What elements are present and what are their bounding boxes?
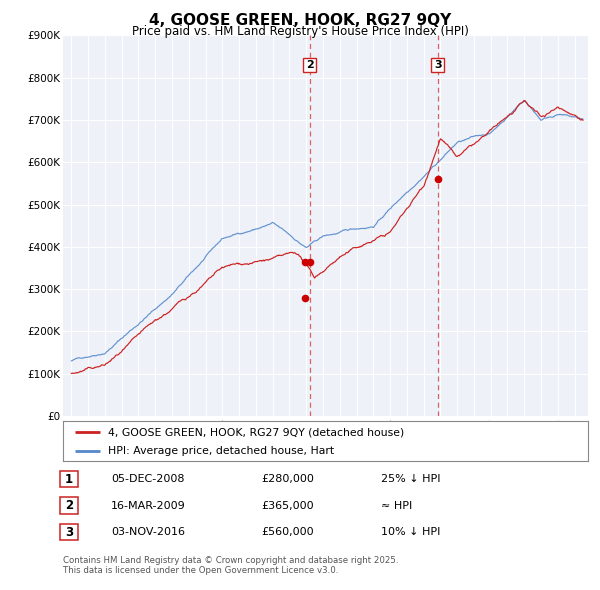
Text: HPI: Average price, detached house, Hart: HPI: Average price, detached house, Hart (107, 447, 334, 456)
Text: 05-DEC-2008: 05-DEC-2008 (111, 474, 185, 484)
Text: Price paid vs. HM Land Registry's House Price Index (HPI): Price paid vs. HM Land Registry's House … (131, 25, 469, 38)
Text: 16-MAR-2009: 16-MAR-2009 (111, 501, 186, 510)
Text: 2: 2 (65, 499, 73, 512)
Text: 4, GOOSE GREEN, HOOK, RG27 9QY: 4, GOOSE GREEN, HOOK, RG27 9QY (149, 13, 451, 28)
Text: Contains HM Land Registry data © Crown copyright and database right 2025.: Contains HM Land Registry data © Crown c… (63, 556, 398, 565)
Text: This data is licensed under the Open Government Licence v3.0.: This data is licensed under the Open Gov… (63, 566, 338, 575)
Text: £365,000: £365,000 (261, 501, 314, 510)
Text: 25% ↓ HPI: 25% ↓ HPI (381, 474, 440, 484)
Text: 10% ↓ HPI: 10% ↓ HPI (381, 527, 440, 537)
Text: 3: 3 (65, 526, 73, 539)
Text: ≈ HPI: ≈ HPI (381, 501, 412, 510)
Text: 4, GOOSE GREEN, HOOK, RG27 9QY (detached house): 4, GOOSE GREEN, HOOK, RG27 9QY (detached… (107, 428, 404, 438)
Text: 2: 2 (306, 60, 314, 70)
Text: £560,000: £560,000 (261, 527, 314, 537)
Text: 1: 1 (65, 473, 73, 486)
Text: 03-NOV-2016: 03-NOV-2016 (111, 527, 185, 537)
Text: £280,000: £280,000 (261, 474, 314, 484)
Text: 3: 3 (434, 60, 442, 70)
